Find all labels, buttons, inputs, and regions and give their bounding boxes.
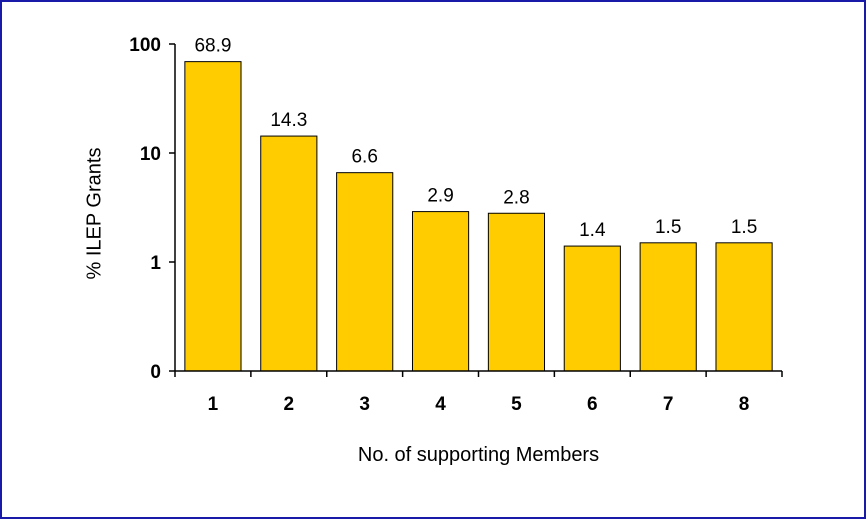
y-tick-label: 100 [129,35,161,56]
bar-5 [487,212,546,372]
y-tick-label: 10 [140,144,161,165]
x-tick-label: 4 [435,394,446,415]
data-label-7: 1.5 [655,217,681,238]
x-ticks-group: 1 2 3 4 5 6 7 8 [174,371,783,415]
data-label-4: 2.9 [427,186,453,207]
y-axis-title: % ILEP Grants [83,148,105,280]
data-label-5: 2.8 [503,187,529,208]
x-tick-label: 6 [587,394,598,415]
y-tick-label: 1 [150,253,161,274]
bar-8 [715,242,773,372]
x-tick-label: 5 [511,394,522,415]
data-label-3: 6.6 [351,147,377,168]
x-tick-label: 1 [208,394,219,415]
data-label-8: 1.5 [731,217,757,238]
x-axis-title: No. of supporting Members [358,444,599,466]
data-label-1: 68.9 [194,36,231,57]
bar-2 [260,135,318,372]
x-tick-label: 8 [739,394,750,415]
data-label-6: 1.4 [579,220,606,241]
data-labels-group: 68.9 14.3 6.6 2.9 2.8 1.4 1.5 1.5 [194,36,757,241]
data-label-2: 14.3 [270,110,307,131]
y-ticks-group: 0 1 10 100 [129,35,175,383]
bar-6 [563,245,621,372]
bars-group [184,61,773,372]
y-tick-label: 0 [150,362,161,383]
x-tick-label: 7 [663,394,674,415]
bar-4 [411,211,470,372]
x-tick-label: 2 [284,394,295,415]
bar-3 [336,172,394,372]
bar-1 [184,61,242,372]
bar-7 [639,242,697,372]
x-tick-label: 3 [359,394,370,415]
